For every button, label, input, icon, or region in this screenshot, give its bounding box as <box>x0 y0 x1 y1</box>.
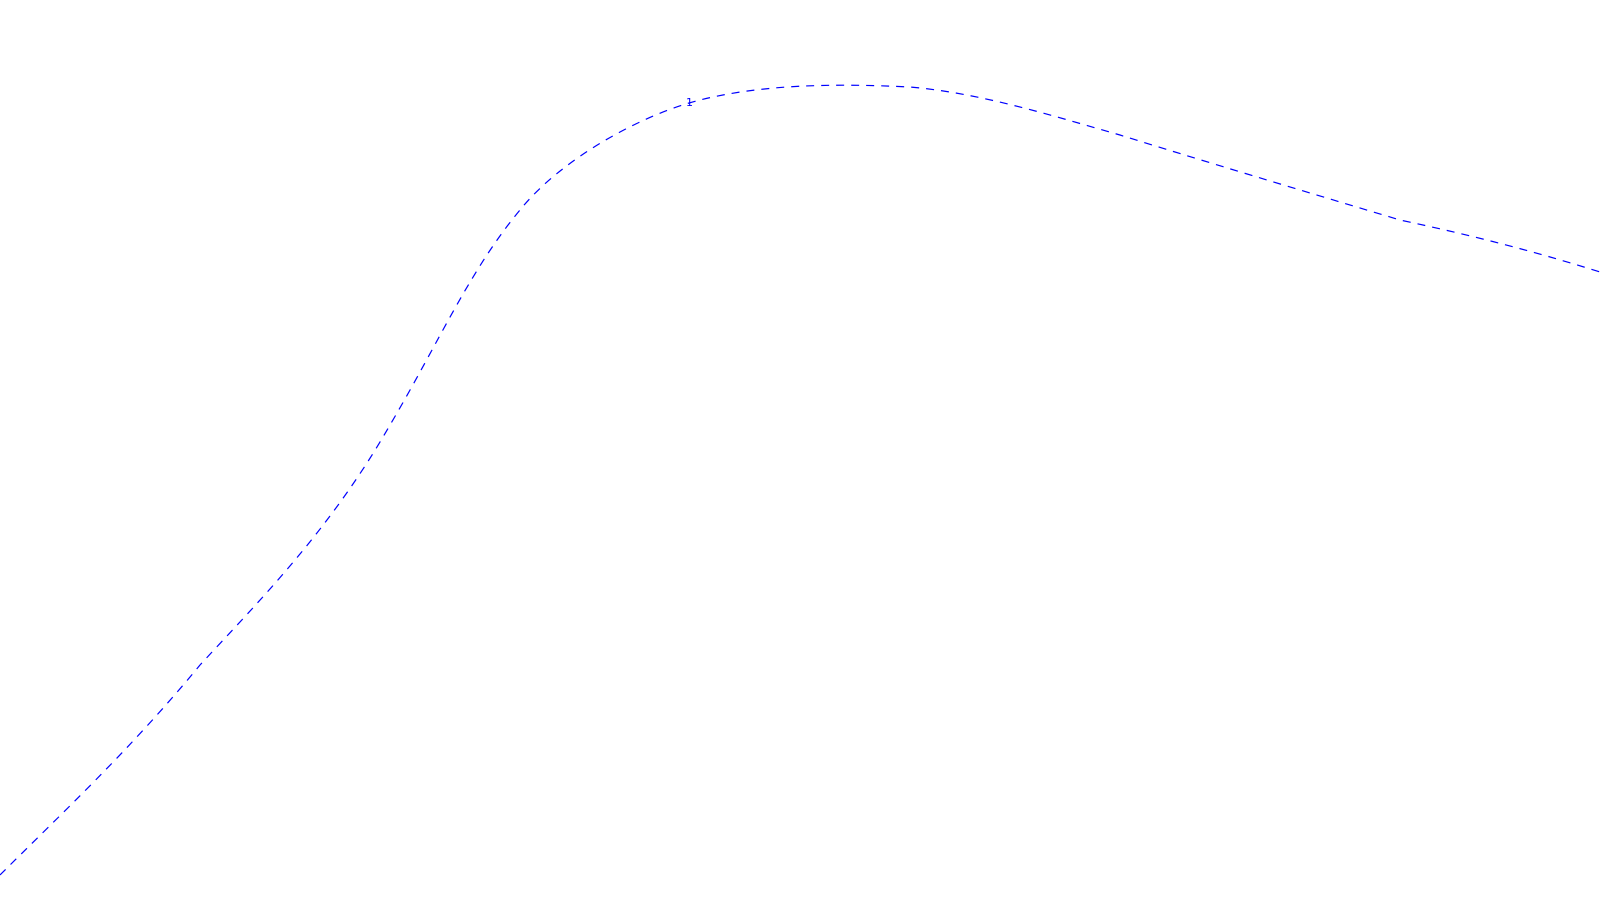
dashed-contour-line <box>0 84 1600 876</box>
contour-value-label: 1 <box>686 96 693 109</box>
